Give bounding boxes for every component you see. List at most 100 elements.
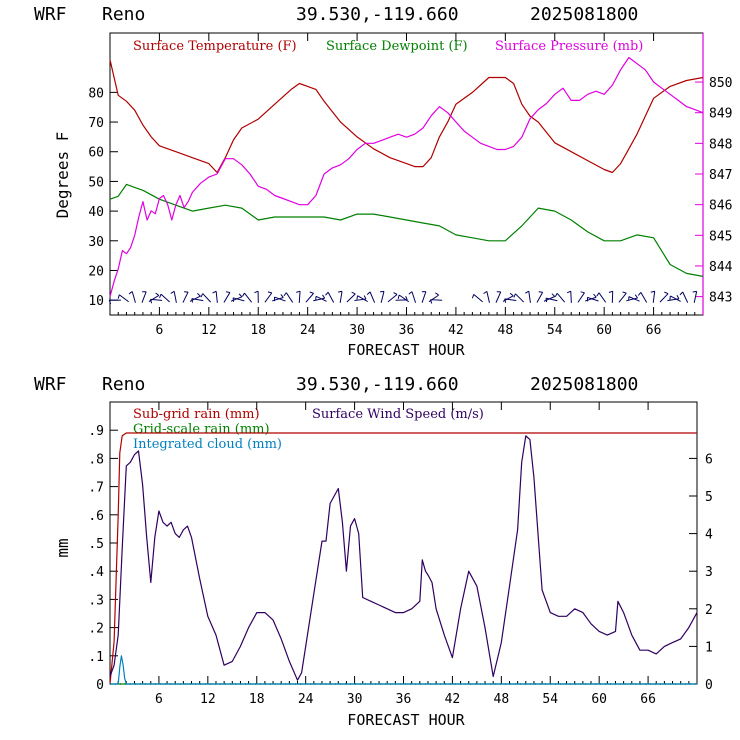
wind-barb bbox=[379, 290, 385, 303]
wind-barb-shaft bbox=[640, 292, 648, 303]
top-legend: Surface Temperature (F) Surface Dewpoint… bbox=[133, 39, 643, 54]
wind-barb bbox=[313, 294, 326, 302]
wind-barb-shaft bbox=[271, 297, 284, 302]
bottom-plot-area: 6 12 18 24 30 36 42 48 54 60 660.1.2.3.4.5.6.7.8.9… bbox=[88, 401, 713, 707]
pressure-line bbox=[109, 56, 704, 297]
wind-barb-shaft bbox=[626, 297, 638, 302]
wind-barb-shaft bbox=[369, 291, 376, 303]
wind-barb-flag bbox=[241, 292, 245, 297]
wind-barb-shaft bbox=[285, 292, 294, 303]
wind-barb-flag bbox=[155, 292, 160, 296]
wind-barb-shaft bbox=[421, 291, 427, 303]
top-y2-tick-label: 849 bbox=[709, 107, 732, 122]
wind-barb bbox=[471, 293, 484, 303]
top-y2-tick-label: 846 bbox=[709, 199, 732, 214]
wind-barb-flag bbox=[551, 293, 556, 297]
integrated-cloud-line bbox=[110, 655, 697, 685]
top-coords-label: 39.530,-119.660 bbox=[296, 4, 459, 25]
bottom-legend: Sub-grid rain (mm) Grid-scale rain (mm) … bbox=[133, 407, 484, 452]
bottom-y2-tick-label: 1 bbox=[705, 640, 713, 655]
wind-barb-flag bbox=[351, 291, 356, 295]
wind-barb-shaft bbox=[618, 292, 627, 303]
wind-barb-flag bbox=[296, 290, 301, 293]
wind-barb-flag bbox=[429, 299, 433, 304]
wind-barb-flag bbox=[283, 292, 287, 297]
wind-barb-flag bbox=[225, 291, 231, 293]
bottom-x-tick-label: 36 bbox=[396, 692, 412, 707]
wind-barb-flag bbox=[159, 293, 162, 299]
bottom-x-tick-label: 66 bbox=[640, 692, 656, 707]
bottom-y2-tick-label: 3 bbox=[705, 565, 713, 580]
bottom-y-tick-label: 0 bbox=[96, 678, 104, 693]
legend-integrated-cloud: Integrated cloud (mm) bbox=[133, 437, 282, 452]
top-y-tick-label: 20 bbox=[88, 264, 104, 279]
legend-subgrid-rain: Sub-grid rain (mm) bbox=[133, 407, 260, 422]
top-y2-tick-label: 845 bbox=[709, 229, 732, 244]
bottom-x-tick-label: 18 bbox=[249, 692, 265, 707]
bottom-model-label: WRF bbox=[34, 374, 67, 395]
wind-barb-shaft bbox=[504, 298, 517, 302]
subgrid-rain-line bbox=[109, 432, 697, 685]
wind-barb-shaft bbox=[473, 293, 484, 303]
bottom-y-tick-label: .7 bbox=[88, 481, 104, 496]
wind-barb-flag bbox=[637, 292, 642, 296]
wind-barb-shaft bbox=[628, 296, 640, 302]
wind-barb bbox=[346, 291, 356, 303]
wind-barb bbox=[545, 297, 558, 303]
wind-barb-shaft bbox=[264, 292, 273, 303]
wind-barb-shaft bbox=[327, 291, 335, 303]
wind-barb bbox=[356, 295, 368, 302]
wind-barb-flag bbox=[525, 290, 530, 294]
wind-barb bbox=[637, 292, 648, 303]
wind-barb-shaft bbox=[173, 291, 177, 303]
wind-barb bbox=[128, 291, 136, 303]
wind-barb-shaft bbox=[528, 291, 531, 303]
bottom-y-axis-label: mm bbox=[53, 538, 72, 557]
wind-barb bbox=[315, 295, 327, 302]
bottom-y-tick-label: .3 bbox=[88, 593, 104, 608]
wind-barb-shaft bbox=[182, 291, 189, 303]
wind-barb bbox=[254, 290, 259, 303]
wind-barb-flag bbox=[650, 290, 655, 293]
top-x-tick-label: 30 bbox=[349, 323, 365, 338]
top-y-tick-label: 70 bbox=[88, 116, 104, 131]
bottom-header: WRF Reno 39.530,-119.660 2025081800 bbox=[34, 374, 638, 395]
top-x-tick-label: 60 bbox=[596, 323, 612, 338]
bottom-y2-tick-label: 6 bbox=[705, 452, 713, 467]
wind-barb bbox=[191, 298, 204, 303]
wind-barb bbox=[596, 292, 607, 303]
top-y-tick-label: 40 bbox=[88, 205, 104, 220]
wind-barb-flag bbox=[513, 293, 516, 298]
top-x-tick-label: 6 bbox=[156, 323, 164, 338]
wind-barb-shaft bbox=[315, 295, 327, 302]
wind-barb-shaft bbox=[141, 291, 147, 303]
wind-barb-flag bbox=[504, 298, 507, 303]
top-x-tick-label: 48 bbox=[498, 323, 514, 338]
wind-barb-flag bbox=[149, 299, 153, 304]
wind-barb bbox=[338, 290, 343, 303]
wind-barb-shaft bbox=[570, 291, 572, 303]
bottom-y2-tick-label: 4 bbox=[705, 528, 713, 543]
wind-barb-shaft bbox=[346, 293, 356, 303]
wind-barb-flag bbox=[408, 291, 413, 295]
top-x-tick-label: 54 bbox=[547, 323, 563, 338]
wind-barb bbox=[149, 298, 163, 304]
top-y2-tick-label: 847 bbox=[709, 168, 732, 183]
wind-barb bbox=[387, 292, 398, 303]
wind-barb-shaft bbox=[693, 291, 698, 303]
top-y2-tick-label: 848 bbox=[709, 137, 732, 152]
wind-barb-flag bbox=[538, 291, 543, 293]
wind-barb bbox=[483, 290, 490, 303]
wind-barb-shaft bbox=[357, 295, 368, 302]
wind-barb-flag bbox=[435, 292, 439, 296]
wind-barb bbox=[618, 291, 627, 303]
wind-barb-shaft bbox=[244, 292, 253, 303]
bottom-station-label: Reno bbox=[102, 374, 145, 395]
wind-barb-flag bbox=[322, 294, 326, 299]
wind-barb bbox=[212, 290, 218, 303]
legend-dewpoint: Surface Dewpoint (F) bbox=[326, 39, 468, 54]
wind-barb bbox=[182, 291, 189, 303]
wind-barb bbox=[586, 296, 599, 302]
wind-barb-shaft bbox=[387, 294, 398, 303]
